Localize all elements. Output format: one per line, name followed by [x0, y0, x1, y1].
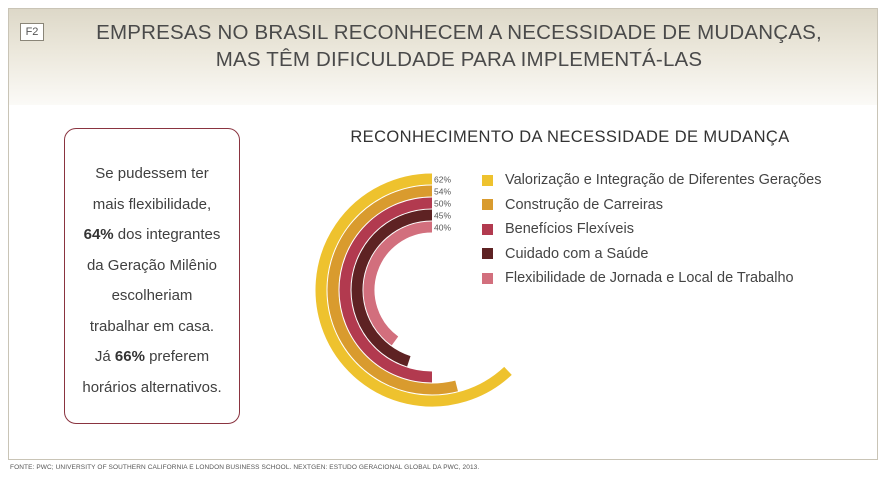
legend-item: Benefícios Flexíveis — [482, 217, 822, 242]
legend-label: Cuidado com a Saúde — [505, 245, 649, 262]
legend-swatch — [482, 248, 493, 260]
legend-item: Construção de Carreiras — [482, 193, 822, 218]
callout-line: mais flexibilidade, — [92, 195, 212, 213]
value-label-2: 54% — [434, 187, 451, 197]
figure-badge: F2 — [20, 23, 44, 41]
figure-frame: F2 EMPRESAS NO BRASIL RECONHECEM A NECES… — [8, 8, 878, 460]
callout-line: 64% dos integrantes — [65, 220, 239, 251]
callout-stat-64: 64% — [83, 226, 114, 243]
callout-line: da Geração Milênio — [86, 256, 218, 274]
callout-line: escolheriam — [111, 287, 193, 304]
callout-text: dos integrantes — [113, 226, 221, 243]
callout-box: Se pudessem ter mais flexibilidade, 64% … — [64, 128, 240, 424]
callout-line: trabalhar em casa. — [89, 317, 215, 335]
callout-text: Já — [94, 348, 115, 365]
chart-title: RECONHECIMENTO DA NECESSIDADE DE MUDANÇA — [350, 128, 790, 146]
value-label-4: 45% — [434, 211, 451, 221]
callout-line: Já 66% preferem — [65, 342, 239, 373]
value-label-3: 50% — [434, 199, 451, 209]
page-title: EMPRESAS NO BRASIL RECONHECEM A NECESSID… — [69, 19, 849, 73]
legend-item: Valorização e Integração de Diferentes G… — [482, 168, 822, 193]
callout-stat-66: 66% — [114, 348, 145, 365]
radial-bar-1 — [315, 173, 512, 407]
radial-bar-3 — [339, 197, 433, 383]
title-line-2: MAS TÊM DIFICULDADE PARA IMPLEMENTÁ-LAS — [215, 48, 703, 71]
radial-bar-2 — [327, 185, 458, 395]
radial-bar-4 — [351, 209, 433, 367]
value-label-5: 40% — [434, 223, 451, 233]
callout-line: Se pudessem ter — [95, 165, 209, 182]
callout-text: preferem — [144, 348, 210, 365]
legend-label: Construção de Carreiras — [505, 196, 663, 213]
chart-legend: Valorização e Integração de Diferentes G… — [482, 168, 822, 291]
callout-line: horários alternativos. — [82, 378, 222, 396]
legend-item: Flexibilidade de Jornada e Local de Trab… — [482, 266, 822, 291]
source-note: FONTE: PWC; UNIVERSITY OF SOUTHERN CALIF… — [10, 464, 480, 471]
title-line-1: EMPRESAS NO BRASIL RECONHECEM A NECESSID… — [96, 21, 822, 44]
legend-item: Cuidado com a Saúde — [482, 242, 822, 267]
legend-label: Flexibilidade de Jornada e Local de Trab… — [505, 270, 794, 287]
legend-swatch — [482, 199, 493, 211]
legend-swatch — [482, 174, 493, 186]
legend-swatch — [482, 223, 493, 235]
legend-swatch — [482, 272, 493, 284]
radial-bar-5 — [363, 221, 433, 346]
header-band: F2 EMPRESAS NO BRASIL RECONHECEM A NECES… — [9, 9, 877, 105]
value-label-1: 62% — [434, 175, 451, 185]
legend-label: Valorização e Integração de Diferentes G… — [505, 172, 822, 189]
legend-label: Benefícios Flexíveis — [505, 221, 634, 238]
